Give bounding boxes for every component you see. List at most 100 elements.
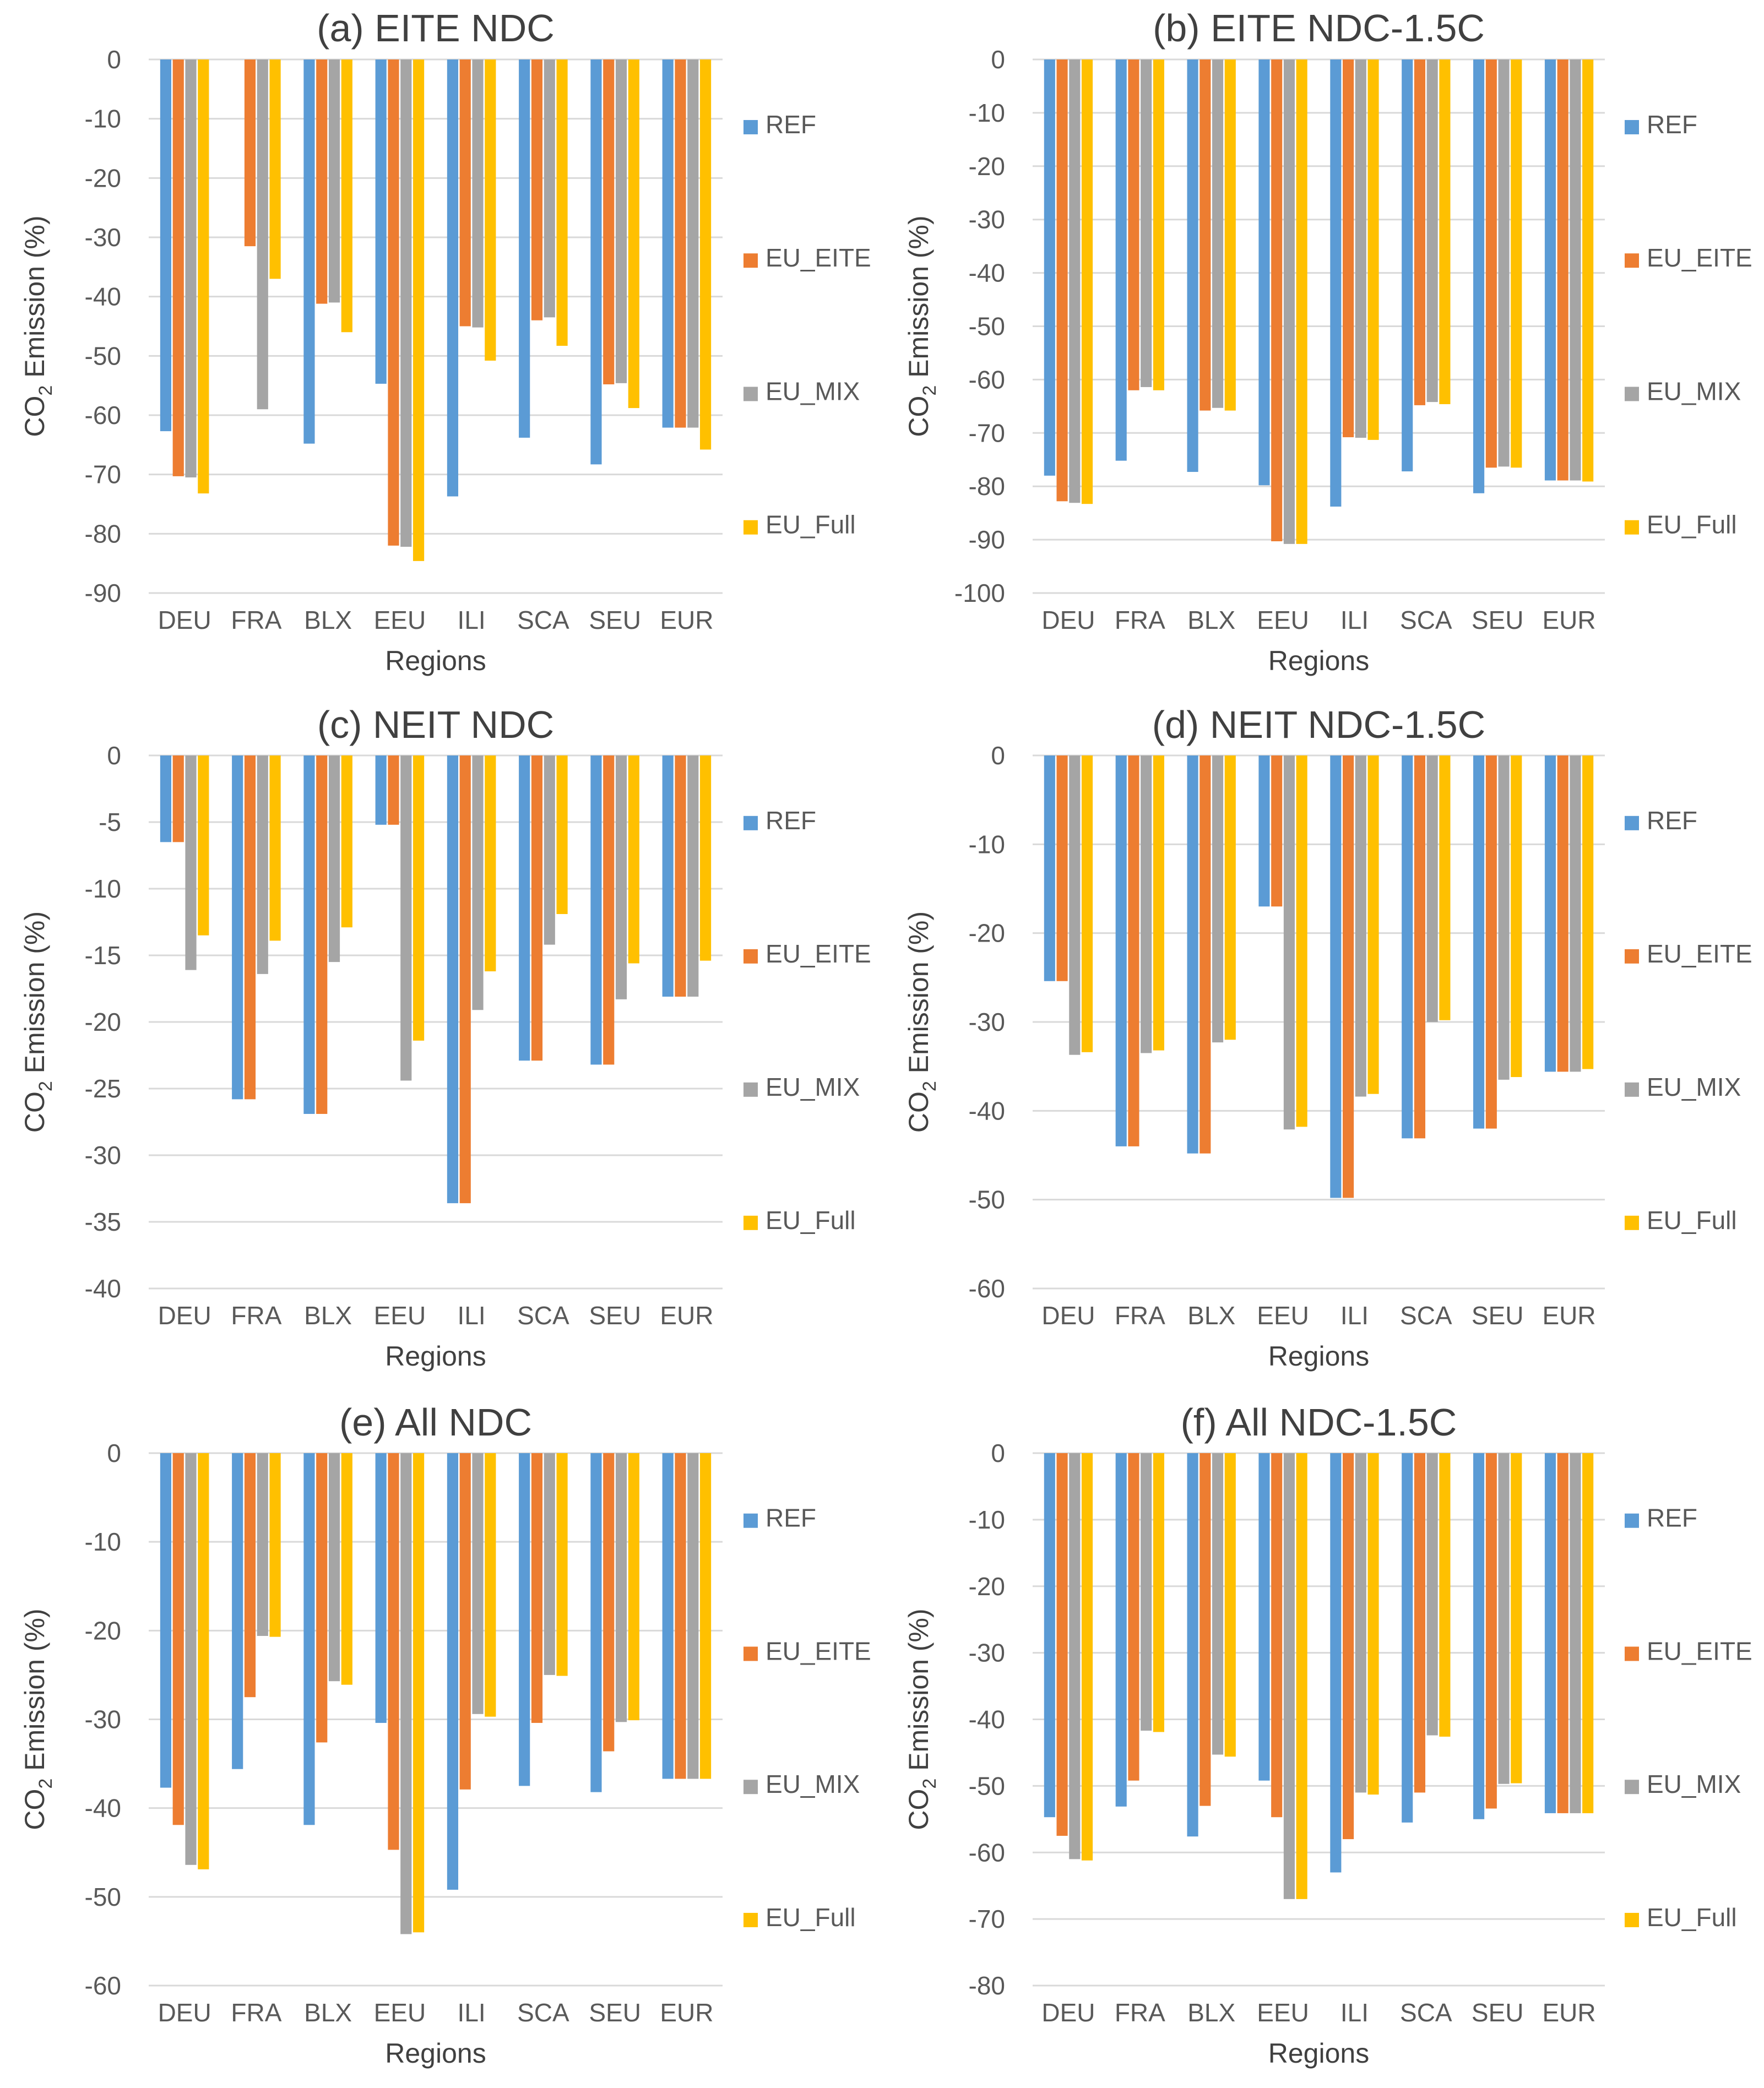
bar-ref	[375, 59, 387, 384]
bar-eu-eite	[1128, 1453, 1139, 1781]
legend-swatch-eu-eite	[743, 253, 758, 268]
bar-eu-full	[1439, 755, 1451, 1020]
x-tick-label: ILI	[1340, 606, 1369, 634]
legend-label-eu-full: EU_Full	[766, 1903, 856, 1932]
bar-ref	[160, 59, 172, 432]
legend-label-eu-full: EU_Full	[1647, 510, 1737, 539]
bar-ref	[303, 59, 315, 444]
bar-eu-mix	[1426, 59, 1438, 403]
chart-title: (c) NEIT NDC	[317, 703, 554, 746]
bar-eu-eite	[1343, 59, 1354, 438]
y-tick-label: -100	[954, 579, 1005, 607]
bar-ref	[1330, 1453, 1342, 1873]
legend-swatch-ref	[1625, 119, 1639, 134]
x-tick-label: FRA	[1115, 1301, 1165, 1330]
y-tick-label: 0	[991, 1439, 1005, 1467]
legend-label-ref: REF	[1647, 1504, 1697, 1532]
bar-ref	[1258, 1453, 1270, 1781]
y-tick-label: -60	[85, 401, 121, 429]
legend-swatch-eu-mix	[743, 387, 758, 401]
bar-ref	[519, 755, 530, 1061]
bar-ref	[662, 755, 674, 997]
bar-eu-eite	[1056, 59, 1068, 502]
bar-eu-eite	[1343, 755, 1354, 1198]
y-tick-label: -20	[85, 1008, 121, 1036]
bar-ref	[160, 1453, 172, 1788]
bar-eu-mix	[544, 59, 555, 318]
legend-swatch-eu-mix	[1625, 1780, 1639, 1795]
bar-eu-eite	[316, 755, 328, 1114]
y-tick-label: -40	[969, 1096, 1005, 1125]
bar-ref	[519, 59, 530, 438]
x-tick-label: SEU	[589, 606, 641, 634]
x-tick-label: ILI	[1340, 1998, 1369, 2027]
x-tick-label: SEU	[1472, 1998, 1524, 2027]
bar-eu-full	[1582, 59, 1594, 482]
x-tick-label: EUR	[1543, 1301, 1596, 1330]
bar-ref	[1187, 1453, 1198, 1837]
bar-eu-mix	[328, 1453, 340, 1682]
y-tick-label: -40	[85, 1794, 121, 1823]
bar-ref	[590, 59, 602, 465]
bar-eu-mix	[1069, 1453, 1081, 1859]
legend-swatch-eu-eite	[1625, 949, 1639, 964]
bar-eu-mix	[400, 59, 412, 547]
y-axis-label-main: CO	[19, 1091, 50, 1133]
bar-eu-mix	[1426, 755, 1438, 1022]
bar-eu-full	[269, 1453, 281, 1637]
bar-eu-mix	[328, 59, 340, 303]
bar-eu-full	[341, 59, 352, 333]
x-tick-label: DEU	[158, 1301, 211, 1330]
legend-swatch-eu-mix	[743, 1780, 758, 1795]
legend-label-ref: REF	[766, 1504, 816, 1532]
bar-eu-eite	[1414, 1453, 1426, 1793]
bar-ref	[1402, 1453, 1413, 1823]
x-tick-label: ILI	[458, 1301, 486, 1330]
bar-eu-mix	[1141, 59, 1152, 387]
bar-eu-eite	[603, 1453, 615, 1752]
bar-eu-full	[1081, 755, 1093, 1052]
x-tick-label: EUR	[1543, 606, 1596, 634]
bar-eu-eite	[1557, 59, 1568, 481]
y-axis-label-rest: Emission (%)	[19, 911, 50, 1081]
bar-eu-mix	[1212, 755, 1224, 1043]
y-tick-label: 0	[107, 1439, 121, 1467]
x-tick-label: FRA	[1115, 1998, 1165, 2027]
y-tick-label: -40	[969, 1705, 1005, 1734]
x-axis-label: Regions	[1268, 645, 1369, 676]
bar-ref	[1187, 59, 1198, 472]
legend-label-eu-eite: EU_EITE	[1647, 1636, 1752, 1665]
y-axis-label-main: CO	[903, 1789, 934, 1830]
bar-eu-eite	[244, 1453, 256, 1698]
bar-eu-full	[1296, 59, 1307, 544]
legend-swatch-eu-full	[1625, 520, 1639, 535]
bar-eu-full	[556, 59, 568, 346]
y-axis-label-main: CO	[19, 396, 50, 437]
y-tick-label: -30	[969, 205, 1005, 234]
x-tick-label: EUR	[660, 1998, 713, 2027]
legend-label-eu-mix: EU_MIX	[1647, 377, 1741, 405]
bar-eu-eite	[459, 59, 471, 327]
bar-eu-eite	[1128, 755, 1139, 1146]
y-tick-label: -90	[969, 525, 1005, 554]
legend-label-ref: REF	[1647, 110, 1697, 139]
x-axis-label: Regions	[1268, 2038, 1369, 2069]
y-axis-label-subscript: 2	[919, 1779, 940, 1789]
bar-ref	[1544, 755, 1556, 1072]
bar-eu-full	[1511, 755, 1522, 1078]
bar-ref	[1473, 755, 1485, 1129]
legend-label-ref: REF	[1647, 806, 1697, 835]
bar-ref	[1402, 755, 1413, 1139]
bar-eu-full	[1224, 755, 1236, 1040]
bar-eu-mix	[1426, 1453, 1438, 1736]
y-tick-label: -30	[85, 223, 121, 252]
bar-eu-mix	[544, 1453, 555, 1675]
bar-eu-full	[412, 755, 425, 1041]
x-tick-label: FRA	[231, 1301, 281, 1330]
legend-swatch-eu-mix	[1625, 1082, 1639, 1097]
bar-ref	[447, 755, 459, 1204]
bar-eu-full	[269, 755, 281, 941]
y-tick-label: -25	[85, 1074, 121, 1103]
x-tick-label: FRA	[231, 1998, 281, 2027]
bar-eu-eite	[531, 755, 543, 1061]
